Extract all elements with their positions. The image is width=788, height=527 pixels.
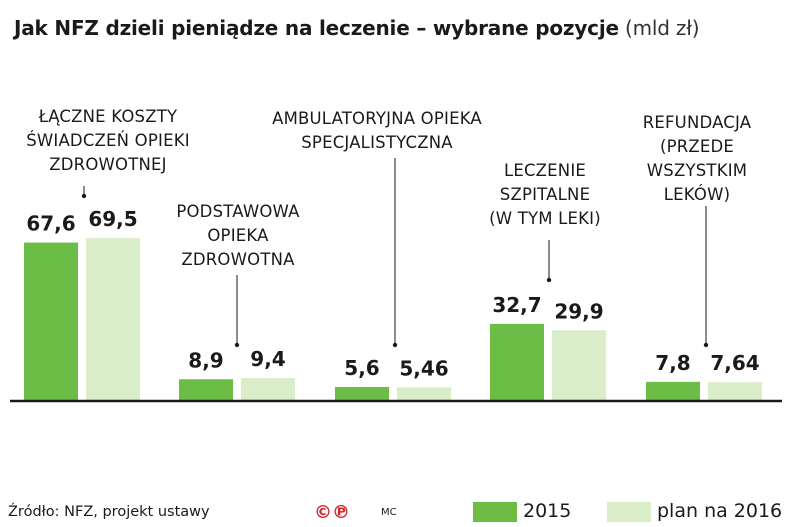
bar-group: 67,6 69,5 ŁĄCZNE KOSZTY ŚWIADCZEŃ OPIEKI ZDR… bbox=[24, 107, 190, 400]
bar-2015 bbox=[335, 386, 389, 400]
value-label: 7,64 bbox=[710, 351, 759, 375]
legend-label-2015: 2015 bbox=[523, 500, 572, 522]
bar-2015 bbox=[646, 381, 700, 400]
category-label: REFUNDACJA (PRZEDE WSZYSTKIM LEKÓW) bbox=[643, 113, 752, 204]
copyright-icon: ©℗ bbox=[314, 502, 350, 523]
value-label: 5,6 bbox=[344, 356, 379, 380]
bar-2015 bbox=[179, 379, 233, 400]
bar-group: 5,6 5,46 AMBULATORYJNA OPIEKA SPECJALISTYCZ… bbox=[272, 109, 482, 400]
value-label: 9,4 bbox=[250, 347, 285, 371]
legend-swatch-2016 bbox=[607, 502, 651, 522]
bar-group: 32,7 29,9 LECZENIE SZPITALNE (W TYM LEKI) bbox=[489, 161, 606, 400]
author-initials: MC bbox=[381, 507, 397, 518]
source-note: Źródło: NFZ, projekt ustawy bbox=[8, 504, 210, 520]
bar-2015 bbox=[24, 242, 78, 400]
chart-title-main: Jak NFZ dzieli pieniądze na leczenie – w… bbox=[14, 16, 619, 40]
bar-group: 8,9 9,4 PODSTAWOWA OPIEKA ZDROWOTNA bbox=[176, 202, 300, 400]
bar-2016 bbox=[708, 382, 762, 400]
value-label: 5,46 bbox=[399, 356, 448, 380]
footer: Źródło: NFZ, projekt ustawy ©℗ MC 2015 p… bbox=[0, 496, 788, 527]
value-label: 7,8 bbox=[655, 351, 690, 375]
chart-title: Jak NFZ dzieli pieniądze na leczenie – w… bbox=[14, 16, 700, 40]
legend-label-2016: plan na 2016 bbox=[657, 500, 783, 522]
category-label: ŁĄCZNE KOSZTY ŚWIADCZEŃ OPIEKI ZDROWOTNEJ bbox=[26, 107, 190, 174]
category-label: PODSTAWOWA OPIEKA ZDROWOTNA bbox=[176, 202, 300, 269]
bar-2016 bbox=[552, 330, 606, 400]
bar-2016 bbox=[241, 378, 295, 400]
bar-2016 bbox=[397, 387, 451, 400]
bar-chart: 67,6 69,5 ŁĄCZNE KOSZTY ŚWIADCZEŃ OPIEKI ZDR… bbox=[10, 107, 782, 403]
bar-2016 bbox=[86, 238, 140, 400]
category-label: AMBULATORYJNA OPIEKA SPECJALISTYCZNA bbox=[272, 109, 482, 152]
value-label: 29,9 bbox=[554, 299, 603, 323]
value-label: 32,7 bbox=[492, 293, 541, 317]
leader-dot bbox=[234, 342, 240, 348]
category-label: LECZENIE SZPITALNE (W TYM LEKI) bbox=[489, 161, 601, 228]
chart-title-unit: (mld zł) bbox=[625, 16, 700, 40]
leader-dot bbox=[703, 342, 709, 348]
value-label: 8,9 bbox=[188, 348, 223, 372]
bar-2015 bbox=[490, 323, 544, 400]
legend-swatch-2015 bbox=[473, 502, 517, 522]
leader-dot bbox=[546, 277, 552, 283]
value-label: 67,6 bbox=[26, 212, 75, 236]
leader-dot bbox=[392, 342, 398, 348]
bar-group: 7,8 7,64 REFUNDACJA (PRZEDE WSZYSTKIM LEKÓW) bbox=[643, 113, 762, 400]
leader-dot bbox=[81, 193, 87, 199]
value-label: 69,5 bbox=[88, 207, 137, 231]
